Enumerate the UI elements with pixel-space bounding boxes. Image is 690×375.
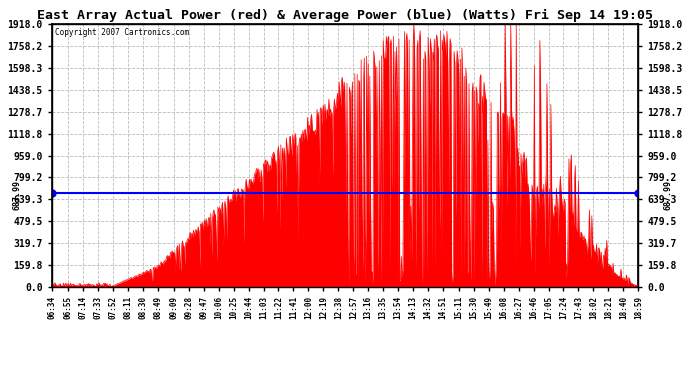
Text: 687.99: 687.99 <box>12 180 22 210</box>
Text: 687.99: 687.99 <box>663 180 673 210</box>
Text: Copyright 2007 Cartronics.com: Copyright 2007 Cartronics.com <box>55 28 189 38</box>
Text: East Array Actual Power (red) & Average Power (blue) (Watts) Fri Sep 14 19:05: East Array Actual Power (red) & Average … <box>37 9 653 22</box>
